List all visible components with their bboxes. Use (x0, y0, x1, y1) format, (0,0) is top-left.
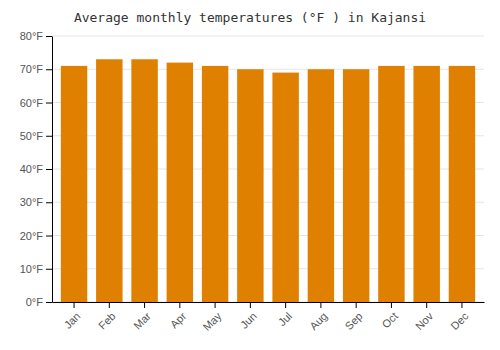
tick-mark (461, 302, 462, 308)
tick-mark (144, 302, 145, 308)
tick-mark (320, 302, 321, 308)
tick-label: 60°F (20, 97, 44, 109)
x-tick: Apr (168, 302, 189, 330)
tick-mark (46, 169, 52, 170)
axis-line (52, 37, 53, 303)
y-tick: 30°F (20, 196, 52, 208)
tick-label: Aug (307, 310, 329, 332)
x-tick: Oct (379, 302, 400, 330)
tick-label: Oct (379, 310, 400, 331)
x-tick: Nov (413, 302, 436, 332)
bar (237, 69, 263, 302)
y-tick: 80°F (20, 30, 52, 42)
tick-label: 20°F (20, 230, 44, 242)
chart-title: Average monthly temperatures (°F ) in Ka… (74, 10, 426, 25)
bar (202, 66, 228, 302)
bar (413, 66, 439, 302)
bar (96, 59, 122, 302)
tick-label: 70°F (20, 63, 44, 75)
tick-mark (46, 202, 52, 203)
tick-label: Jun (238, 310, 259, 331)
tick-mark (46, 302, 52, 303)
y-tick: 50°F (20, 130, 52, 142)
tick-mark (46, 36, 52, 37)
x-tick: Sep (342, 302, 364, 332)
x-tick: Jun (238, 302, 259, 331)
tick-mark (46, 69, 52, 70)
tick-label: 0°F (26, 296, 44, 308)
bars (61, 59, 475, 302)
x-tick: May (200, 302, 224, 333)
x-tick: Feb (96, 302, 118, 332)
plot-area: Jan Feb Mar Apr May Jun Jul Aug Sep Oct Nov Dec 0°F 1… (20, 30, 485, 333)
tick-label: Jan (62, 310, 83, 331)
tick-label: Sep (342, 310, 364, 332)
y-tick: 10°F (20, 263, 52, 275)
tick-label: Dec (448, 309, 471, 332)
tick-mark (46, 269, 52, 270)
tick-label: 50°F (20, 130, 44, 142)
tick-mark (426, 302, 427, 308)
bar (449, 66, 475, 302)
tick-mark (109, 302, 110, 308)
tick-label: Mar (131, 310, 153, 332)
chart-svg: Average monthly temperatures (°F ) in Ka… (0, 0, 500, 350)
grid-line (52, 36, 484, 37)
x-axis: Jan Feb Mar Apr May Jun Jul Aug Sep Oct Nov Dec (53, 302, 485, 333)
x-tick: Jul (276, 302, 294, 328)
bar (378, 66, 404, 302)
y-tick: 70°F (20, 63, 52, 75)
axis-line (53, 302, 485, 303)
tick-mark (356, 302, 357, 308)
x-tick: Jan (62, 302, 83, 331)
tick-label: May (200, 309, 224, 333)
tick-label: Nov (413, 309, 436, 332)
tick-mark (46, 236, 52, 237)
tick-label: Apr (168, 310, 189, 331)
tick-mark (391, 302, 392, 308)
bar (167, 63, 193, 302)
x-tick: Mar (131, 302, 153, 332)
grid (52, 36, 484, 302)
x-tick: Aug (307, 302, 329, 332)
y-tick: 20°F (20, 230, 52, 242)
tick-label: Feb (96, 310, 118, 332)
tick-mark (46, 103, 52, 104)
chart-container: Average monthly temperatures (°F ) in Ka… (0, 0, 500, 350)
bar (272, 73, 298, 302)
y-tick: 0°F (26, 296, 52, 308)
tick-mark (74, 302, 75, 308)
tick-mark (46, 136, 52, 137)
tick-mark (250, 302, 251, 308)
tick-mark (179, 302, 180, 308)
tick-mark (215, 302, 216, 308)
bar (131, 59, 157, 302)
bar (61, 66, 87, 302)
tick-label: 10°F (20, 263, 44, 275)
bar (308, 69, 334, 302)
tick-mark (285, 302, 286, 308)
y-tick: 60°F (20, 97, 52, 109)
tick-label: Jul (276, 310, 294, 328)
tick-label: 40°F (20, 163, 44, 175)
y-tick: 40°F (20, 163, 52, 175)
tick-label: 30°F (20, 196, 44, 208)
bar (343, 69, 369, 302)
x-tick: Dec (448, 302, 471, 332)
y-axis: 0°F 10°F 20°F 30°F 40°F 50°F 60°F 70°F 80°F (20, 30, 53, 308)
tick-label: 80°F (20, 30, 44, 42)
